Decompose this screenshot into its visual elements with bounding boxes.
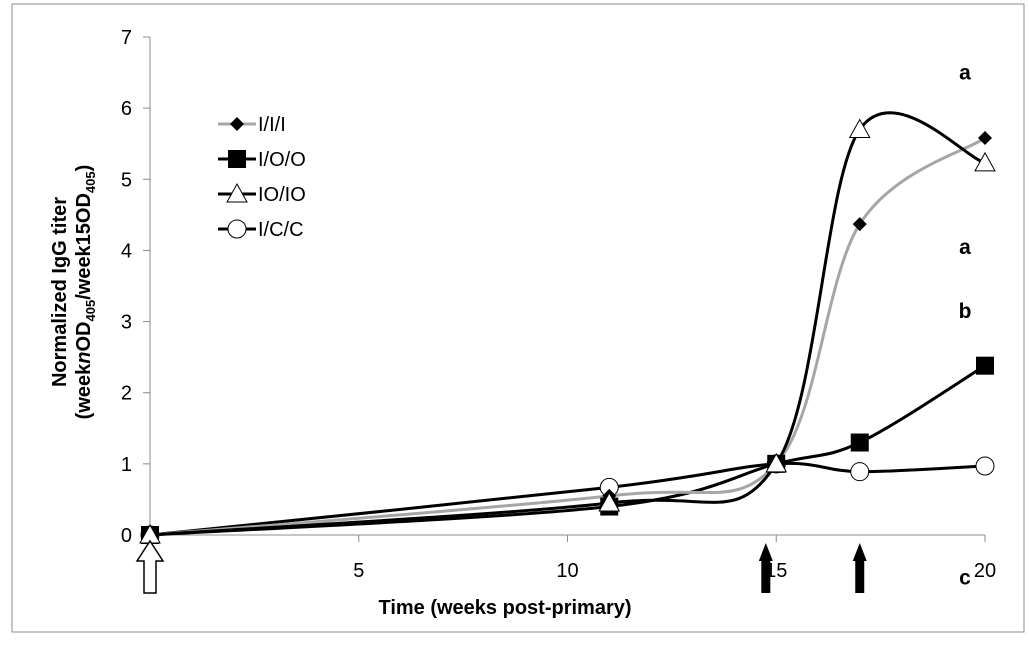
series-layer (139, 111, 996, 545)
data-point (975, 456, 995, 476)
legend-label: I/C/C (258, 219, 304, 241)
series-markers-IO-IO (139, 118, 996, 544)
x-axis-title: Time (weeks post-primary) (378, 597, 631, 619)
legend: I/I/I I/O/O IO/IO I/C/C (218, 114, 306, 241)
y-axis-title-part-c: OD (73, 322, 95, 352)
y-tick-label: 2 (121, 383, 132, 405)
legend-marker (226, 182, 248, 203)
filled-arrow (852, 543, 867, 593)
y-axis-title: Normalized IgG titer (weeknOD405/week15O… (49, 165, 98, 420)
legend-item: I/C/C (218, 219, 304, 241)
annotations-layer: a a b c (959, 62, 972, 590)
axes: 0 1 2 3 4 5 6 7 5 10 15 20 (121, 27, 996, 582)
data-point (978, 131, 992, 146)
filled-arrow (758, 543, 773, 593)
y-tick-label: 4 (121, 240, 132, 262)
data-point (852, 217, 867, 232)
y-tick-label: 1 (121, 454, 132, 476)
arrows-layer (135, 539, 867, 594)
x-tick-label: 10 (556, 560, 578, 582)
x-tick-label: 5 (353, 560, 364, 582)
significance-letter: a (959, 236, 971, 259)
significance-letter: b (959, 300, 972, 323)
series-IO-IO (149, 111, 986, 537)
legend-item: I/O/O (218, 149, 306, 171)
y-axis-title-part-g: ) (73, 165, 95, 172)
y-axis-title-part-a: (week (73, 363, 95, 419)
y-tick-label: 6 (121, 98, 132, 120)
y-tick-label: 0 (121, 525, 132, 547)
y-axis-title-line2: (weeknOD405/week15OD405) (73, 165, 98, 420)
series-line (149, 461, 986, 537)
legend-marker (228, 150, 246, 168)
y-tick-label: 3 (121, 312, 132, 334)
series-I-C-C (149, 461, 986, 537)
x-tick-label: 15 (765, 560, 787, 582)
legend-label: I/O/O (258, 149, 306, 171)
x-tick-label: 20 (974, 560, 996, 582)
legend-marker (230, 117, 244, 131)
legend-marker (227, 219, 247, 239)
y-axis-title-part-b: n (73, 352, 95, 364)
data-point (598, 491, 621, 512)
data-point (976, 356, 994, 375)
y-tick-label: 7 (121, 27, 132, 49)
y-axis-title-part-e: /week15OD (73, 193, 95, 300)
legend-label: IO/IO (258, 184, 306, 206)
legend-label: I/I/I (258, 114, 286, 136)
data-point (765, 452, 788, 473)
open-arrow (135, 539, 165, 594)
series-line (149, 364, 986, 537)
significance-letter: c (959, 567, 971, 590)
series-line (149, 111, 986, 537)
series-line (149, 136, 986, 537)
data-point (848, 118, 871, 138)
legend-item: IO/IO (218, 182, 306, 206)
y-axis-title-sub-1: 405 (83, 300, 98, 322)
chart-border (11, 3, 1025, 633)
y-axis-title-line1: Normalized IgG titer (49, 197, 71, 387)
data-point (850, 462, 870, 482)
legend-item: I/I/I (218, 114, 286, 136)
significance-letter: a (959, 62, 971, 85)
data-point (974, 151, 996, 172)
series-I-I-I (149, 136, 986, 537)
y-tick-label: 5 (121, 169, 132, 191)
y-axis-title-sub-2: 405 (83, 171, 98, 193)
data-point (850, 433, 869, 452)
series-I-O-O (149, 364, 986, 537)
